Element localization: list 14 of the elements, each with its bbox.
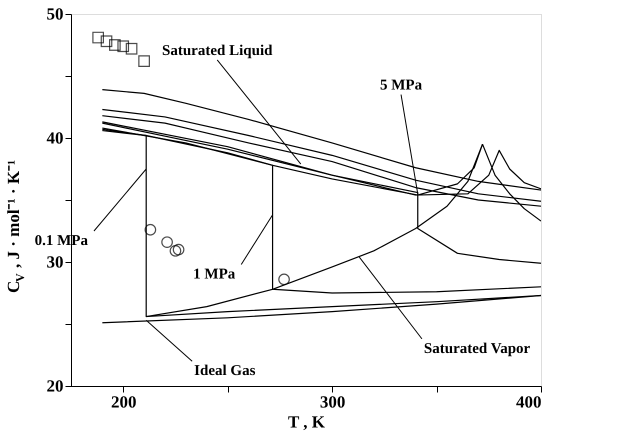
x-tick-label: 200: [110, 392, 136, 412]
y-axis-title: CV , J · mol⁻¹ · K⁻¹: [4, 160, 27, 293]
annotation: Saturated Liquid: [162, 42, 274, 59]
annotation: 5 MPa: [380, 78, 423, 94]
y-tick-label: 40: [46, 128, 64, 148]
annotation: Saturated Vapor: [424, 340, 531, 357]
y-tick-label: 30: [46, 252, 64, 272]
x-axis-title: T , K: [288, 412, 326, 432]
x-tick-label: 300: [320, 392, 346, 412]
annotation: 1 MPa: [193, 266, 236, 282]
y-tick-label: 20: [46, 376, 64, 396]
y-tick-label: 50: [46, 4, 64, 24]
x-tick-label: 400: [516, 392, 542, 412]
annotation: Ideal Gas: [194, 363, 256, 380]
